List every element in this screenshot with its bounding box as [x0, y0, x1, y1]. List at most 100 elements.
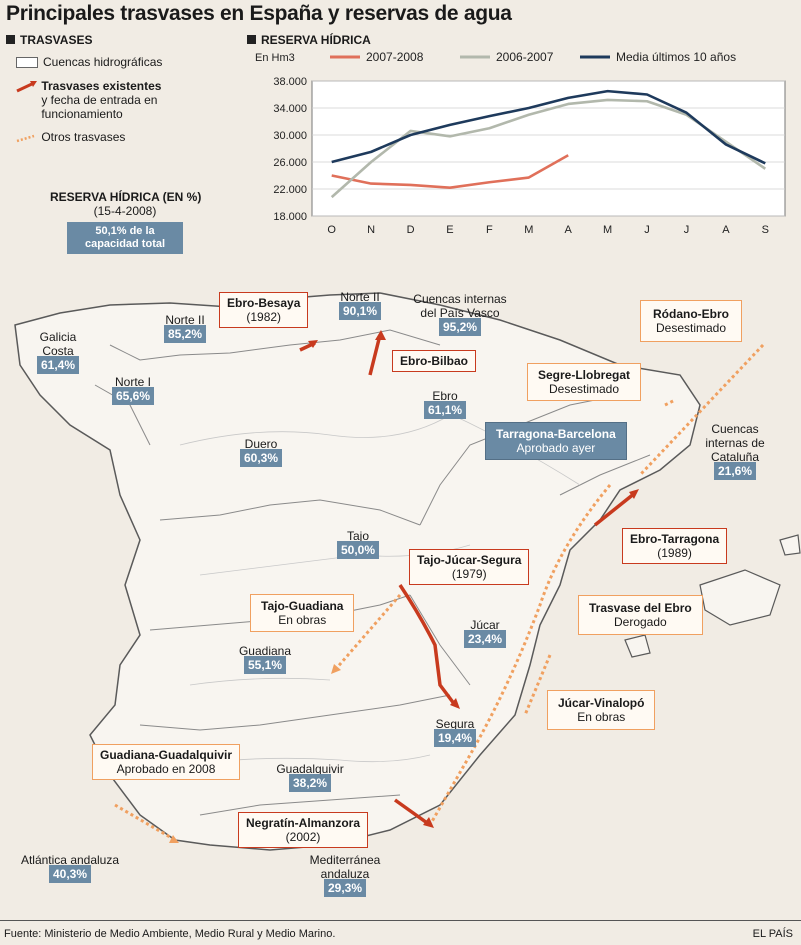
chart-xtick-label: M: [603, 224, 612, 236]
transfer-line-tajo-jucar-segura: [398, 584, 457, 707]
chart-ytick-label: 22.000: [273, 184, 307, 196]
callout-ebro-besaya: Ebro-Besaya (1982): [219, 292, 309, 328]
chart-ytick-label: 34.000: [273, 103, 307, 115]
callout-ebro-tarragona: Ebro-Tarragona (1989): [622, 528, 728, 564]
square-icon: [6, 35, 15, 44]
chart-xtick-label: J: [644, 224, 650, 236]
reserve-chart: 38.000 34.000 30.000 26.000 22.000 18.000 O N D E…: [255, 50, 786, 236]
basin-pct-norte1: 65,6%: [111, 387, 155, 405]
basin-pct-atlantica-andaluza: 40,3%: [48, 865, 92, 883]
callout-negratin-almanzora: Negratín-Almanzora (2002): [238, 812, 369, 848]
basin-pct-guadalquivir: 38,2%: [288, 774, 332, 792]
basin-label-duero: Duero 60,3%: [226, 437, 296, 467]
basin-label-mediterranea-andaluza: Mediterránea andaluza 29,3%: [309, 853, 381, 897]
chart-xtick-label: S: [762, 224, 769, 236]
chart-xtick-label: F: [486, 224, 493, 236]
chart-series-line: [331, 154, 569, 189]
basin-pct-pais-vasco: 95,2%: [438, 318, 482, 336]
basin-label-tajo: Tajo 50,0%: [323, 529, 393, 559]
transfer-line-segre-llobregat: [664, 398, 676, 407]
existing-transfers: [299, 334, 637, 827]
legend-item-otros: Otros trasvases: [16, 130, 125, 144]
basin-pct-duero: 60,3%: [239, 449, 283, 467]
chart-xtick-label: J: [684, 224, 690, 236]
menorca-shape: [779, 534, 801, 556]
reserve-heading: RESERVA HÍDRICA (EN %): [50, 190, 202, 204]
chart-ytick-label: 26.000: [273, 157, 307, 169]
basin-pct-guadiana: 55,1%: [243, 656, 287, 674]
chart-xtick-label: D: [407, 224, 415, 236]
chart-xtick-label: M: [524, 224, 533, 236]
legend-heading: TRASVASES: [6, 33, 92, 47]
chart-plot-area: [311, 80, 786, 217]
existing-transfer-arrow-icon: [16, 81, 37, 93]
basin-label-ebro: Ebro 61,1%: [410, 389, 480, 419]
basin-label-atlantica-andaluza: Atlántica andaluza 40,3%: [20, 853, 120, 883]
arrowhead-ebro-bilbao: [375, 330, 386, 340]
transfer-line-negratin-almanzora: [393, 798, 432, 827]
callout-ebro-bilbao: Ebro-Bilbao: [392, 350, 476, 372]
basin-pct-mediterranea-andaluza: 29,3%: [323, 879, 367, 897]
arrowhead-ebro-besaya: [308, 340, 318, 348]
basin-pct-jucar: 23,4%: [463, 630, 507, 648]
chart-series-line: [331, 89, 766, 165]
callout-jucar-vinalopo: Júcar-Vinalopó En obras: [547, 690, 656, 730]
other-transfer-arrow-icon: [16, 134, 35, 143]
footer-credit: EL PAÍS: [752, 928, 793, 940]
basin-label-cataluna: Cuencas internas de Cataluña 21,6%: [705, 422, 765, 480]
basin-pct-cataluna: 21,6%: [713, 462, 757, 480]
reserve-total-badge: 50,1% de la capacidad total: [67, 222, 183, 254]
basin-label-segura: Segura 19,4%: [433, 717, 477, 747]
callout-tarragona-barcelona: Tarragona-Barcelona Aprobado ayer: [485, 422, 627, 460]
callout-tajo-jucar-segura: Tajo-Júcar-Segura (1979): [409, 549, 530, 585]
basin-pct-norte2-west: 85,2%: [163, 325, 207, 343]
chart-xtick-label: N: [367, 224, 375, 236]
page-title: Principales trasvases en España y reserv…: [6, 2, 512, 25]
chart-ytick-label: 38.000: [273, 76, 307, 88]
basin-pct-norte2-east: 90,1%: [338, 302, 382, 320]
other-transfers: [114, 343, 765, 842]
basin-label-norte2-east: Norte II 90,1%: [338, 290, 382, 320]
other-arrowheads: [169, 664, 341, 843]
chart-legend-label: Media últimos 10 años: [616, 50, 736, 64]
basin-label-norte1: Norte I 65,6%: [98, 375, 168, 405]
basin-outline-icon: [16, 57, 38, 69]
chart-xtick-label: A: [565, 224, 573, 236]
chart-ylabel: En Hm3: [255, 52, 295, 64]
arrowhead-tajo-guadiana: [331, 664, 341, 674]
callout-trasvase-ebro: Trasvase del Ebro Derogado: [578, 595, 703, 635]
basin-label-galicia: Galicia Costa 61,4%: [28, 330, 88, 374]
legend-item-cuencas: Cuencas hidrográficas: [16, 55, 162, 69]
chart-heading: RESERVA HÍDRICA: [247, 33, 371, 47]
chart-legend-label: 2006-2007: [496, 50, 554, 64]
arrowhead-tajo-jucar-segura: [450, 698, 460, 709]
basin-pct-galicia: 61,4%: [36, 356, 80, 374]
arrowhead-negratin-almanzora: [423, 817, 434, 828]
footer-source: Fuente: Ministerio de Medio Ambiente, Me…: [4, 928, 336, 940]
arrowhead-ebro-tarragona: [629, 489, 639, 499]
square-icon: [247, 35, 256, 44]
reserve-date: (15-4-2008): [93, 204, 157, 218]
basin-label-guadalquivir: Guadalquivir 38,2%: [276, 762, 344, 792]
callout-guadiana-guadalquivir: Guadiana-Guadalquivir Aprobado en 2008: [92, 744, 241, 780]
basin-label-norte2-west: Norte II 85,2%: [163, 313, 207, 343]
chart-ytick-label: 18.000: [273, 211, 307, 223]
arrowhead-guadiana-guadalquivir: [169, 835, 179, 843]
transfer-line-ebro-bilbao: [368, 334, 382, 376]
transfer-line-ebro-tarragona: [593, 491, 637, 527]
reserve-summary: RESERVA HÍDRICA (EN %) (15-4-2008) 50,1%…: [50, 190, 202, 254]
footer-divider: [0, 920, 801, 921]
basin-label-pais-vasco: Cuencas internas del País Vasco 95,2%: [413, 292, 507, 336]
transfer-line-tajo-guadiana: [333, 594, 402, 671]
basin-label-jucar: Júcar 23,4%: [450, 618, 520, 648]
ibiza-shape: [624, 634, 651, 658]
callout-rodano-ebro: Ródano-Ebro Desestimado: [640, 300, 742, 342]
transfer-line-ebro: [428, 484, 612, 826]
chart-ytick-label: 30.000: [273, 130, 307, 142]
chart-xtick-label: E: [446, 224, 453, 236]
basin-pct-ebro: 61,1%: [423, 401, 467, 419]
basin-pct-tajo: 50,0%: [336, 541, 380, 559]
chart-xtick-label: A: [722, 224, 730, 236]
basin-label-guadiana: Guadiana 55,1%: [238, 644, 292, 674]
chart-xtick-label: O: [327, 224, 336, 236]
